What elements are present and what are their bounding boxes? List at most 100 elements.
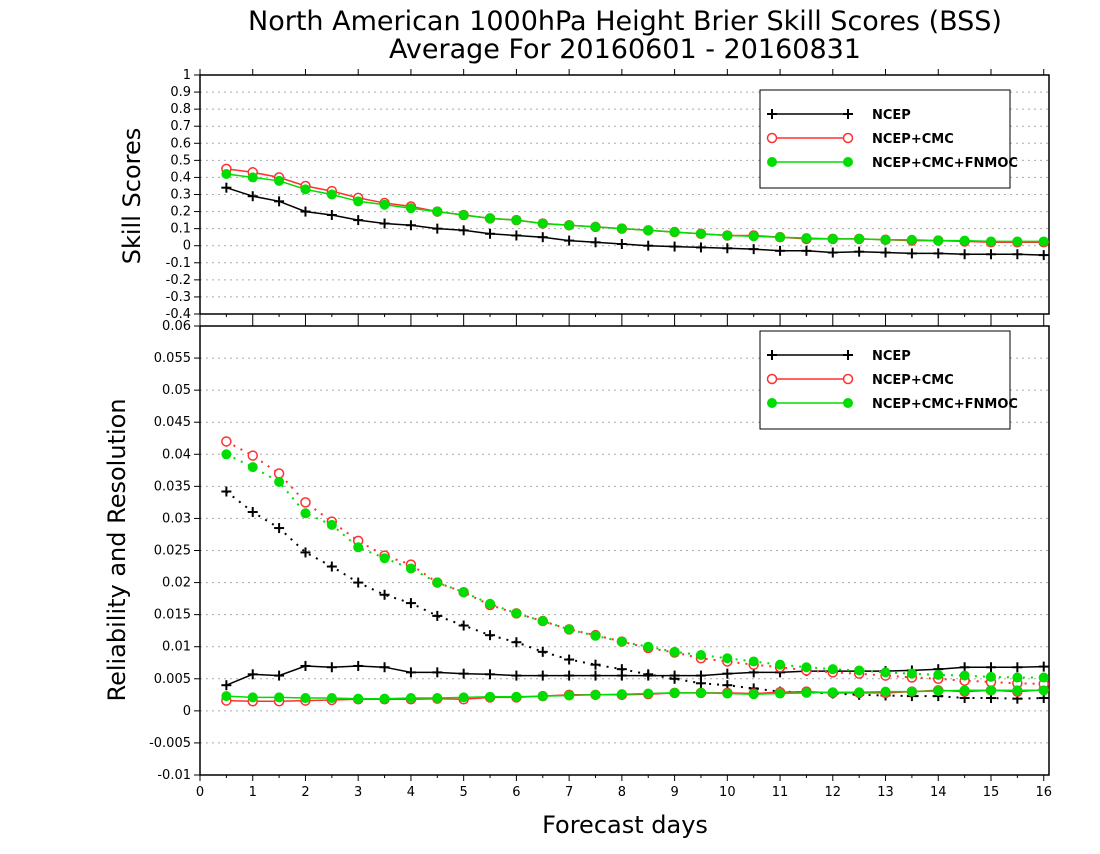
legend: NCEP NCEP+CMC NCEP+CMC+FNMOC — [759, 89, 1018, 189]
data-point — [221, 449, 232, 460]
data-point — [669, 227, 680, 238]
x-tick-label: 14 — [930, 785, 947, 800]
top-y-axis-title: Skill Scores — [118, 128, 146, 265]
y-tick-label: -0.2 — [166, 273, 191, 288]
data-point — [379, 693, 390, 704]
chart-title: North American 1000hPa Height Brier Skil… — [248, 6, 1002, 37]
legend-marker — [766, 132, 778, 144]
data-point — [405, 693, 416, 704]
y-tick-label: 0.02 — [162, 576, 191, 591]
data-point — [854, 687, 865, 698]
y-tick-label: 1 — [183, 68, 191, 83]
data-point — [722, 230, 733, 241]
x-tick-label: 16 — [1035, 785, 1052, 800]
legend-marker — [843, 157, 853, 167]
legend-label: NCEP — [872, 108, 911, 123]
data-point — [405, 203, 416, 214]
data-point — [748, 689, 759, 700]
data-point — [537, 616, 548, 627]
data-point — [801, 687, 812, 698]
data-point — [985, 671, 996, 682]
y-tick-label: 0.5 — [170, 153, 191, 168]
legend-marker — [766, 373, 778, 385]
y-tick-label: 0.8 — [170, 102, 191, 117]
y-tick-label: 0.9 — [170, 85, 191, 100]
series-ncep-dotted — [221, 486, 1049, 704]
legend-label: NCEP — [872, 349, 911, 364]
x-tick-label: 7 — [565, 785, 573, 800]
data-point — [1012, 236, 1023, 247]
y-tick-label: 0.4 — [170, 170, 191, 185]
data-point — [959, 670, 970, 681]
data-point — [379, 553, 390, 564]
series-ncep-cmc-solid — [221, 684, 1049, 707]
data-point — [353, 693, 364, 704]
data-point — [985, 236, 996, 247]
data-point — [221, 691, 232, 702]
x-tick-label: 1 — [249, 785, 257, 800]
data-point — [221, 169, 232, 180]
data-point — [353, 542, 364, 553]
x-tick-label: 12 — [825, 785, 842, 800]
data-point — [300, 693, 311, 704]
series-ncep-cmc-fnmoc-solid — [221, 685, 1049, 704]
data-point — [379, 199, 390, 210]
series-ncep-cmc-fnmoc-dotted — [221, 449, 1049, 683]
data-point — [616, 636, 627, 647]
data-point — [326, 693, 337, 704]
data-point — [827, 233, 838, 244]
x-tick-label: 3 — [354, 785, 362, 800]
y-tick-label: 0 — [183, 704, 191, 719]
y-tick-label: 0.05 — [162, 383, 191, 398]
legend-label: NCEP+CMC+FNMOC — [872, 397, 1018, 412]
data-point — [854, 665, 865, 676]
y-tick-label: -0.4 — [166, 307, 191, 322]
y-tick-label: 0.035 — [154, 479, 191, 494]
data-point — [959, 685, 970, 696]
data-point — [274, 175, 285, 186]
data-point — [959, 235, 970, 246]
x-tick-label: 13 — [877, 785, 894, 800]
data-point — [695, 650, 706, 661]
data-point — [405, 563, 416, 574]
data-point — [511, 215, 522, 226]
legend-marker — [843, 398, 853, 408]
data-point — [880, 234, 891, 245]
data-point — [616, 689, 627, 700]
x-tick-label: 11 — [772, 785, 789, 800]
data-point — [1038, 236, 1049, 247]
data-point — [485, 691, 496, 702]
data-point — [775, 232, 786, 243]
y-tick-label: -0.1 — [166, 256, 191, 271]
data-point — [274, 476, 285, 487]
data-point — [643, 688, 654, 699]
data-point — [485, 598, 496, 609]
data-point — [695, 687, 706, 698]
y-tick-label: 0.1 — [170, 222, 191, 237]
x-tick-label: 9 — [670, 785, 678, 800]
data-point — [748, 656, 759, 667]
x-tick-label: 6 — [512, 785, 520, 800]
data-point — [854, 233, 865, 244]
x-tick-label: 8 — [618, 785, 626, 800]
data-point — [906, 234, 917, 245]
data-point — [906, 686, 917, 697]
data-point — [722, 653, 733, 664]
plot-frame — [199, 74, 1050, 315]
x-tick-label: 5 — [460, 785, 468, 800]
y-tick-label: 0.03 — [162, 511, 191, 526]
y-tick-label: 0.025 — [154, 544, 191, 559]
data-point — [933, 235, 944, 246]
data-point — [906, 668, 917, 679]
data-point — [880, 686, 891, 697]
bottom-y-axis-title: Reliability and Resolution — [103, 398, 131, 701]
data-point — [643, 641, 654, 652]
data-point — [827, 664, 838, 675]
data-point — [827, 687, 838, 698]
x-tick-label: 10 — [719, 785, 736, 800]
data-point — [537, 691, 548, 702]
plot-panel-2: -0.01 -0.005 0 0.005 0.01 0.015 0.02 0.025 0.03 0… — [149, 319, 1052, 800]
y-tick-label: 0.3 — [170, 188, 191, 203]
legend-marker — [842, 373, 854, 385]
